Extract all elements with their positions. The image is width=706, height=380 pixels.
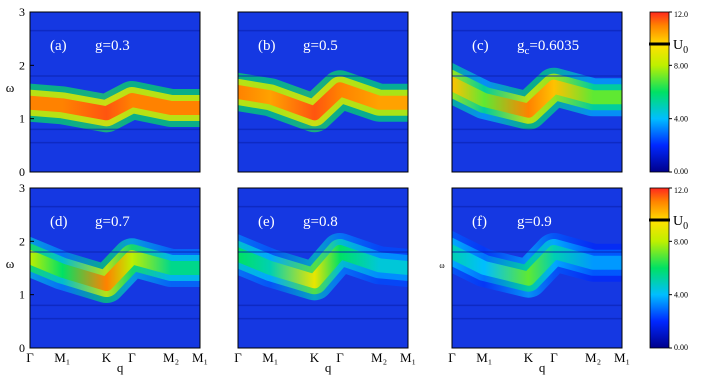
y-axis-label: ω xyxy=(6,80,15,95)
x-tick-label: M₂ xyxy=(163,350,179,365)
x-tick-label: M₁ xyxy=(476,350,492,365)
panel-frame xyxy=(237,11,409,173)
annotation-text: g=0.5 xyxy=(303,38,338,54)
colorbar-tick-label: 8.00 xyxy=(674,61,688,70)
annotation-text: g=0.8 xyxy=(303,214,338,230)
annotation-text: g=0.9 xyxy=(517,214,552,230)
x-axis-label: q xyxy=(325,360,332,375)
x-tick-label: Γ xyxy=(448,350,456,365)
panel-label: (b) xyxy=(258,38,276,54)
u0-label: U0 xyxy=(673,38,688,56)
panel-label: (f) xyxy=(472,214,487,230)
heatmap xyxy=(452,29,622,144)
panel-annotation: gc=0.6035 xyxy=(517,38,579,57)
panel-frame xyxy=(29,11,201,173)
panel-annotation: g=0.3 xyxy=(95,38,130,54)
y-tick-label: 0 xyxy=(19,165,25,179)
x-tick-label: K xyxy=(524,350,534,365)
y-tick-label: 2 xyxy=(19,234,25,248)
x-tick-label: M₂ xyxy=(371,350,387,365)
y-tick-label: 1 xyxy=(19,288,25,302)
band xyxy=(452,244,622,286)
heatmap xyxy=(238,205,408,320)
x-tick-label: Γ xyxy=(128,350,136,365)
y-tick-label: 1 xyxy=(19,112,25,126)
panel-frame xyxy=(451,187,623,349)
x-tick-label: K xyxy=(310,350,320,365)
panel-frame xyxy=(237,187,409,349)
y-axis-label: ω xyxy=(439,261,444,270)
x-tick-label: M₁ xyxy=(400,350,416,365)
heatmap xyxy=(30,29,200,144)
panel-annotation: g=0.7 xyxy=(95,214,130,230)
colorbar-tick-label: 8.00 xyxy=(674,237,688,246)
x-tick-label: M₂ xyxy=(585,350,601,365)
colorbar-tick-label: 4.00 xyxy=(674,291,688,300)
band xyxy=(238,82,408,121)
x-tick-label: M₁ xyxy=(54,350,70,365)
annotation-rest: =0.6035 xyxy=(529,38,579,54)
x-tick-label: K xyxy=(102,350,112,365)
annotation-text: g xyxy=(517,38,525,54)
u0-sub: 0 xyxy=(683,221,688,232)
panel-label: (c) xyxy=(472,38,489,54)
y-tick-label: 0 xyxy=(19,341,25,355)
y-tick-label: 2 xyxy=(19,58,25,72)
u0-sub: 0 xyxy=(683,45,688,56)
y-axis-label: ω xyxy=(6,256,15,271)
heatmap xyxy=(452,205,622,320)
colorbar xyxy=(649,187,670,349)
panel-frame xyxy=(451,11,623,173)
colorbar-tick-label: 4.00 xyxy=(674,115,688,124)
band xyxy=(30,249,200,291)
x-tick-label: Γ xyxy=(26,350,34,365)
colorbar-tick-label: 12.0 xyxy=(674,10,688,19)
panel-label: (d) xyxy=(50,214,68,230)
x-axis-label: q xyxy=(117,360,124,375)
colorbar-tick-label: 0.00 xyxy=(674,343,688,352)
u0-label: U0 xyxy=(673,214,688,232)
band xyxy=(452,76,622,118)
x-tick-label: Γ xyxy=(234,350,242,365)
panel-label: (a) xyxy=(50,38,67,54)
x-tick-label: Γ xyxy=(550,350,558,365)
x-tick-label: Γ xyxy=(336,350,344,365)
panel-label: (e) xyxy=(258,214,275,230)
panel-annotation: g=0.9 xyxy=(517,214,552,230)
heatmap xyxy=(30,205,200,320)
u0-text: U xyxy=(673,38,683,53)
u0-text: U xyxy=(673,214,683,229)
panel-annotation: g=0.8 xyxy=(303,214,338,230)
colorbar xyxy=(649,11,670,173)
x-axis-label: q xyxy=(539,360,546,375)
colorbar-tick-label: 12.0 xyxy=(674,186,688,195)
y-tick-label: 3 xyxy=(19,181,25,195)
colorbar-tick-label: 0.00 xyxy=(674,167,688,176)
band xyxy=(30,93,200,121)
heatmap xyxy=(238,29,408,144)
x-tick-label: M₁ xyxy=(192,350,208,365)
panel-frame xyxy=(29,187,201,349)
x-tick-label: M₁ xyxy=(262,350,278,365)
annotation-text: g=0.3 xyxy=(95,38,130,54)
band xyxy=(238,245,408,289)
y-tick-label: 3 xyxy=(19,5,25,19)
panel-annotation: g=0.5 xyxy=(303,38,338,54)
annotation-sub: c xyxy=(525,45,530,57)
annotation-text: g=0.7 xyxy=(95,214,130,230)
x-tick-label: M₁ xyxy=(614,350,630,365)
